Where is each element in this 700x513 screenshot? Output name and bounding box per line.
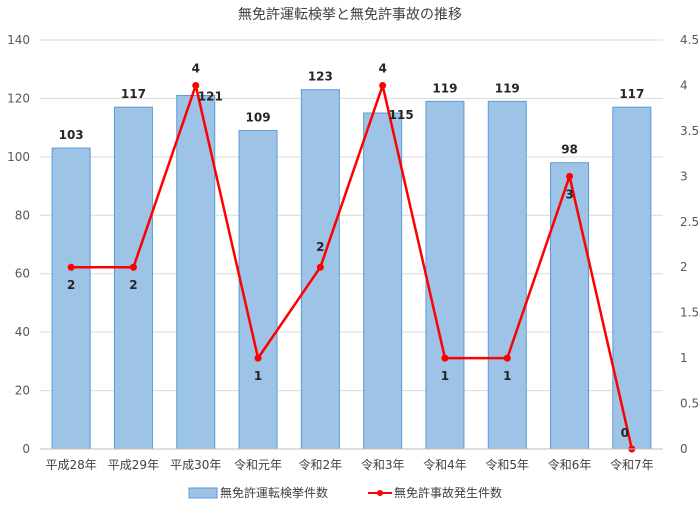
line-point [566, 172, 574, 180]
legend-line-marker [377, 490, 383, 496]
bar [487, 100, 527, 450]
y-right-tick-label: 3 [680, 169, 688, 183]
line-value-label: 1 [254, 369, 262, 383]
line-point [503, 354, 511, 362]
y-right-tick-label: 2.5 [680, 215, 699, 229]
bar [113, 106, 153, 450]
bar-value-label: 98 [561, 143, 578, 157]
bar [612, 106, 652, 450]
x-tick-label: 令和6年 [548, 457, 592, 472]
line-value-label: 4 [378, 61, 386, 75]
y-left-tick-label: 80 [15, 208, 30, 222]
line-value-label: 2 [129, 278, 137, 292]
x-tick-label: 平成30年 [170, 458, 221, 472]
y-left-tick-label: 20 [15, 384, 30, 398]
bar [425, 100, 465, 450]
bar [176, 95, 216, 450]
line-series [67, 81, 636, 453]
bar-value-label: 119 [432, 81, 457, 95]
bar [51, 147, 91, 450]
legend-label-bar: 無免許運転検挙件数 [220, 485, 328, 500]
line-value-label: 1 [441, 369, 449, 383]
x-tick-label: 令和3年 [361, 457, 405, 472]
x-tick-label: 令和2年 [299, 457, 343, 472]
y-right-tick-label: 3.5 [680, 124, 699, 138]
x-tick-label: 平成29年 [108, 458, 159, 472]
line-point [67, 263, 75, 271]
legend-bar-swatch [188, 487, 218, 499]
bar-value-label: 121 [198, 90, 223, 104]
y-right-tick-label: 0 [680, 442, 688, 456]
y-left-tick-label: 140 [7, 33, 30, 47]
y-right-tick-label: 0.5 [680, 397, 699, 411]
y-left-tick-label: 40 [15, 325, 30, 339]
line-point [441, 354, 449, 362]
x-tick-label: 令和元年 [234, 457, 282, 472]
y-left-tick-label: 0 [22, 442, 30, 456]
x-tick-label: 令和7年 [610, 457, 654, 472]
line-value-label: 0 [621, 426, 629, 440]
bar-value-label: 117 [121, 87, 146, 101]
y-right-tick-label: 1 [680, 351, 688, 365]
chart-title: 無免許運転検挙と無免許事故の推移 [238, 7, 462, 23]
legend-label-line: 無免許事故発生件数 [394, 485, 502, 500]
bar-value-label: 117 [619, 87, 644, 101]
bar [238, 130, 278, 450]
data-labels: 103 117 121 109 123 115 119 119 98 117 2 2 4 1 2 4 1 1 3 0 [59, 61, 645, 440]
line-point [379, 81, 387, 89]
y-right-tick-label: 4.5 [680, 33, 699, 47]
line-value-label: 2 [316, 240, 324, 254]
y-left-tick-label: 100 [7, 150, 30, 164]
axes: 02040608010012014000.511.522.533.544.5平成… [7, 33, 699, 472]
bar-value-label: 123 [308, 70, 333, 84]
y-left-tick-label: 60 [15, 267, 30, 281]
series-line [71, 84, 634, 450]
y-right-tick-label: 2 [680, 260, 688, 274]
line-value-label: 2 [67, 278, 75, 292]
bar-series [51, 89, 652, 450]
x-tick-label: 平成28年 [46, 458, 97, 472]
line-point [192, 81, 200, 89]
line-point [254, 354, 262, 362]
x-tick-label: 令和5年 [485, 457, 529, 472]
y-right-tick-label: 4 [680, 78, 688, 92]
line-point [316, 263, 324, 271]
legend: 無免許運転検挙件数 無免許事故発生件数 [188, 485, 502, 500]
bar [363, 112, 403, 450]
bar-value-label: 119 [495, 81, 520, 95]
bar-value-label: 109 [246, 111, 271, 125]
line-value-label: 1 [503, 369, 511, 383]
line-value-label: 3 [565, 187, 573, 201]
line-point [129, 263, 137, 271]
bar-value-label: 103 [59, 128, 84, 142]
bar [550, 162, 590, 450]
x-tick-label: 令和4年 [423, 457, 467, 472]
line-value-label: 4 [192, 61, 200, 75]
y-right-tick-label: 1.5 [680, 306, 699, 320]
y-left-tick-label: 120 [7, 91, 30, 105]
bar-value-label: 115 [389, 108, 414, 122]
